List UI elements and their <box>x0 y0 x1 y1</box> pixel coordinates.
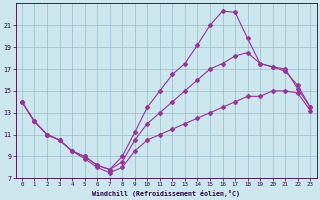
X-axis label: Windchill (Refroidissement éolien,°C): Windchill (Refroidissement éolien,°C) <box>92 190 240 197</box>
